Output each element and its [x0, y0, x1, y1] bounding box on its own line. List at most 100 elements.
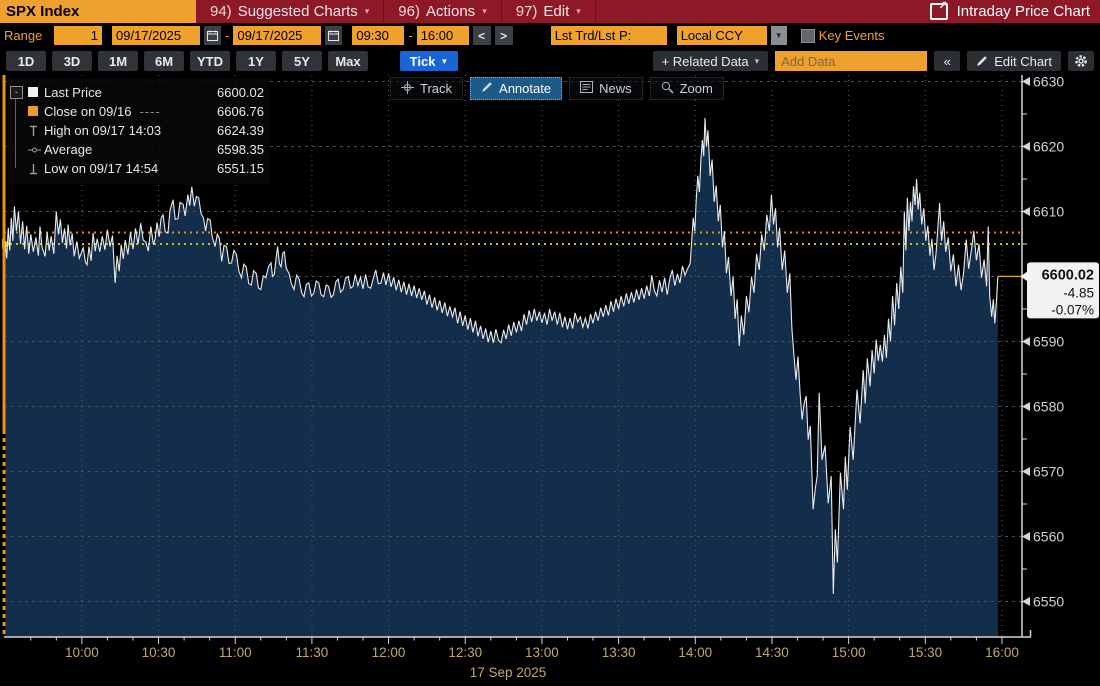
period-3d-button[interactable]: 3D: [52, 51, 92, 71]
date-to-input[interactable]: 09/17/2025: [233, 26, 322, 45]
annotate-button[interactable]: Annotate: [470, 77, 563, 100]
toolbar-button-label: Track: [420, 81, 453, 96]
menu-number: 97): [515, 3, 538, 20]
toolbar-button-label: News: [599, 81, 632, 96]
related-data-button[interactable]: + Related Data ▾: [652, 51, 769, 71]
period-ytd-button[interactable]: YTD: [190, 51, 230, 71]
key-events-label: Key Events: [818, 28, 885, 43]
y-axis-label: 6620: [1033, 139, 1064, 155]
average-marker-icon: [28, 145, 44, 155]
step-back-button[interactable]: <: [472, 26, 491, 45]
time-to-input[interactable]: 16:00: [416, 26, 469, 45]
pencil-icon: [977, 56, 987, 66]
date-from-input[interactable]: 09/17/2025: [112, 26, 200, 45]
security-ticker-field[interactable]: SPX Index: [0, 0, 196, 23]
track-button[interactable]: Track: [390, 77, 464, 100]
price-chart[interactable]: 6550 6560 6570 6580 6590 6610 6620 6630 10:00 10:…: [0, 74, 1100, 686]
range-bar: Range 1 09/17/2025 - 09/17/2025 09:30 - …: [0, 23, 1100, 48]
key-events-checkbox[interactable]: [800, 28, 815, 43]
legend-row[interactable]: High on 09/17 14:03 6624.39: [12, 121, 264, 140]
price-area-fill: [5, 118, 998, 637]
price-line: [4, 117, 999, 595]
legend-value: 6606.76: [217, 104, 264, 119]
range-input[interactable]: 1: [54, 26, 102, 45]
menu-label: Suggested Charts: [237, 3, 358, 20]
legend-label: Average: [44, 142, 93, 157]
range-label: Range: [4, 28, 43, 43]
y-axis-label: 6550: [1033, 594, 1064, 610]
x-axis-label: 14:00: [678, 645, 712, 660]
step-forward-button[interactable]: >: [494, 26, 513, 45]
y-tick-arrow: [1022, 402, 1030, 411]
y-tick-arrow: [1022, 77, 1030, 86]
chart-area: 6550 6560 6570 6580 6590 6610 6620 6630 10:00 10:…: [0, 74, 1100, 686]
legend-collapse-icon[interactable]: -: [10, 86, 23, 99]
x-axis-label: 15:00: [832, 645, 866, 660]
period-6m-button[interactable]: 6M: [144, 51, 184, 71]
zoom-icon: [661, 81, 674, 97]
title-bar: SPX Index 94) Suggested Charts ▾ 96) Act…: [0, 0, 1100, 23]
y-tick-arrow: [1022, 142, 1030, 151]
menu-edit[interactable]: 97) Edit ▾: [502, 0, 596, 23]
last-price-tag-pct_change: -0.07%: [1051, 302, 1094, 317]
chart-toolbar: Track Annotate News Zoom: [390, 77, 724, 100]
x-axis-label: 12:30: [448, 645, 482, 660]
time-separator: -: [408, 28, 413, 43]
currency-dropdown-icon[interactable]: ▼: [770, 26, 787, 45]
legend-value: 6624.39: [217, 123, 264, 138]
menu-number: 94): [210, 3, 232, 20]
y-axis-label: 6560: [1033, 529, 1064, 545]
time-from-input[interactable]: 09:30: [352, 26, 405, 45]
last-price-tag-price: 6600.02: [1042, 267, 1094, 283]
legend-label: Close on 09/16: [44, 104, 132, 119]
legend-row[interactable]: Average 6598.35: [12, 140, 264, 159]
news-button[interactable]: News: [569, 77, 643, 100]
period-1y-button[interactable]: 1Y: [236, 51, 276, 71]
legend-label: High on 09/17 14:03: [44, 123, 162, 138]
add-data-input[interactable]: Add Data: [775, 51, 928, 71]
period-1d-button[interactable]: 1D: [6, 51, 46, 71]
last-price-tag: [1027, 262, 1099, 319]
period-1m-button[interactable]: 1M: [98, 51, 138, 71]
x-axis-label: 15:30: [908, 645, 942, 660]
y-axis-label: 6610: [1033, 204, 1064, 220]
x-axis-label: 13:00: [525, 645, 559, 660]
period-bar: 1D 3D 1M 6M YTD 1Y 5Y Max Tick ▼ + Related Data…: [0, 48, 1100, 74]
y-tick-arrow: [1022, 467, 1030, 476]
calendar-icon[interactable]: [325, 26, 343, 45]
last-trade-field[interactable]: Lst Trd/Lst P:: [550, 26, 667, 45]
news-icon: [580, 81, 594, 96]
period-5y-button[interactable]: 5Y: [282, 51, 322, 71]
period-tick-button[interactable]: Tick ▼: [400, 51, 458, 71]
chart-legend: - Last Price 6600.02 Close on 09/16 ---- 660…: [8, 78, 270, 184]
legend-row[interactable]: Close on 09/16 ---- 6606.76: [12, 102, 264, 121]
y-axis-label: 6580: [1033, 399, 1064, 415]
caret-down-icon: ▼: [440, 56, 449, 66]
x-axis-label: 14:30: [755, 645, 789, 660]
toolbar-button-label: Zoom: [679, 81, 713, 96]
high-marker-icon: [28, 125, 44, 137]
last-price-tag-tip: [1020, 270, 1029, 283]
y-axis-label: 6630: [1033, 74, 1064, 90]
export-icon[interactable]: ↗: [929, 0, 948, 20]
currency-select[interactable]: Local CCY: [676, 26, 767, 45]
y-tick-arrow: [1022, 337, 1030, 346]
legend-row[interactable]: Last Price 6600.02: [12, 83, 264, 102]
zoom-button[interactable]: Zoom: [649, 77, 724, 100]
collapse-panel-button[interactable]: «: [934, 51, 961, 71]
toolbar-button-label: Annotate: [499, 81, 552, 96]
menu-suggested-charts[interactable]: 94) Suggested Charts ▾: [196, 0, 385, 23]
x-axis-label: 11:30: [296, 645, 329, 660]
y-axis-label: 6590: [1033, 334, 1064, 350]
edit-chart-button[interactable]: Edit Chart: [967, 51, 1061, 71]
chart-settings-gear-icon[interactable]: [1068, 51, 1094, 71]
menu-bar: 94) Suggested Charts ▾ 96) Actions ▾ 97)…: [196, 0, 1100, 23]
calendar-icon[interactable]: [204, 26, 221, 45]
period-max-button[interactable]: Max: [328, 51, 368, 71]
menu-label: Actions: [425, 3, 476, 20]
legend-row[interactable]: Low on 09/17 14:54 6551.15: [12, 159, 264, 178]
legend-label: Last Price: [44, 85, 102, 100]
menu-actions[interactable]: 96) Actions ▾: [384, 0, 502, 23]
x-axis-label: 16:00: [985, 645, 1019, 660]
dashed-line-style-icon: ----: [139, 104, 161, 119]
